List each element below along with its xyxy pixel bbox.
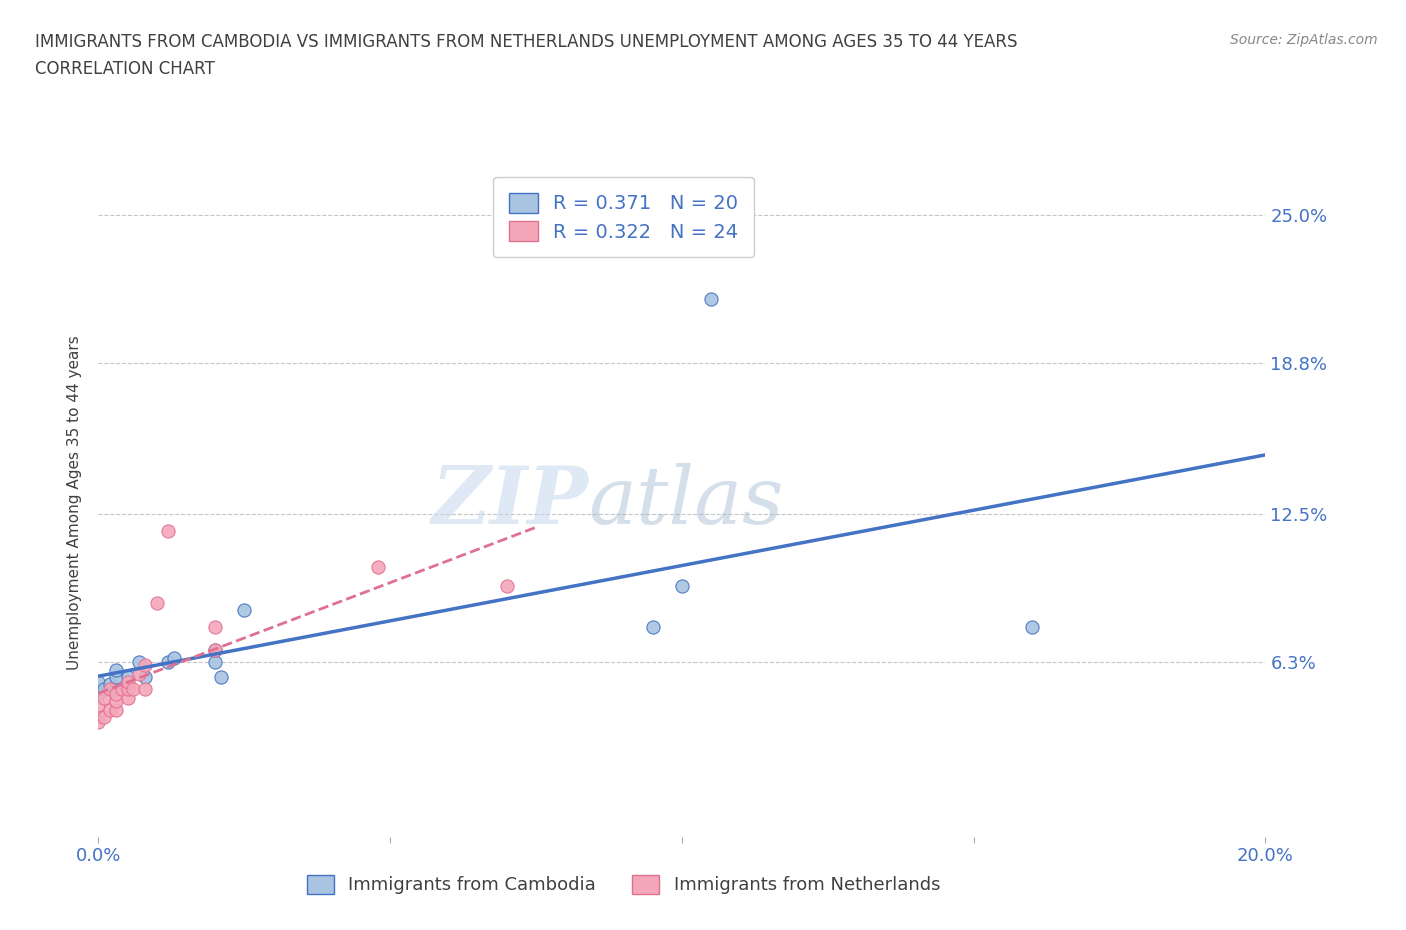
Text: CORRELATION CHART: CORRELATION CHART — [35, 60, 215, 78]
Point — [163, 650, 186, 665]
Y-axis label: Unemployment Among Ages 35 to 44 years: Unemployment Among Ages 35 to 44 years — [67, 335, 83, 670]
Point — [117, 682, 139, 697]
Point — [104, 682, 127, 697]
Point — [204, 619, 226, 634]
Point — [87, 674, 110, 689]
Point — [209, 670, 232, 684]
Point — [87, 698, 110, 713]
Point — [134, 682, 156, 697]
Text: IMMIGRANTS FROM CAMBODIA VS IMMIGRANTS FROM NETHERLANDS UNEMPLOYMENT AMONG AGES : IMMIGRANTS FROM CAMBODIA VS IMMIGRANTS F… — [35, 33, 1018, 50]
Text: Source: ZipAtlas.com: Source: ZipAtlas.com — [1230, 33, 1378, 46]
Point — [104, 686, 127, 701]
Point — [1021, 619, 1043, 634]
Point — [671, 578, 693, 593]
Point — [98, 703, 121, 718]
Point — [146, 595, 169, 610]
Legend: Immigrants from Cambodia, Immigrants from Netherlands: Immigrants from Cambodia, Immigrants fro… — [299, 868, 948, 901]
Point — [641, 619, 664, 634]
Point — [104, 662, 127, 677]
Point — [122, 682, 145, 697]
Point — [204, 643, 226, 658]
Point — [104, 670, 127, 684]
Point — [233, 603, 256, 618]
Text: ZIP: ZIP — [432, 463, 589, 541]
Point — [98, 676, 121, 691]
Point — [87, 715, 110, 730]
Point — [157, 524, 180, 538]
Point — [117, 670, 139, 684]
Point — [111, 682, 134, 697]
Point — [134, 658, 156, 672]
Point — [204, 655, 226, 670]
Point — [204, 643, 226, 658]
Point — [104, 703, 127, 718]
Point — [117, 691, 139, 706]
Point — [98, 682, 121, 697]
Point — [87, 710, 110, 724]
Point — [93, 710, 115, 724]
Point — [128, 667, 150, 682]
Point — [496, 578, 519, 593]
Point — [93, 691, 115, 706]
Point — [134, 670, 156, 684]
Point — [93, 682, 115, 697]
Point — [87, 686, 110, 701]
Point — [128, 655, 150, 670]
Text: atlas: atlas — [589, 463, 785, 541]
Point — [117, 674, 139, 689]
Point — [367, 559, 389, 574]
Point — [157, 655, 180, 670]
Point — [104, 693, 127, 708]
Point — [700, 291, 723, 306]
